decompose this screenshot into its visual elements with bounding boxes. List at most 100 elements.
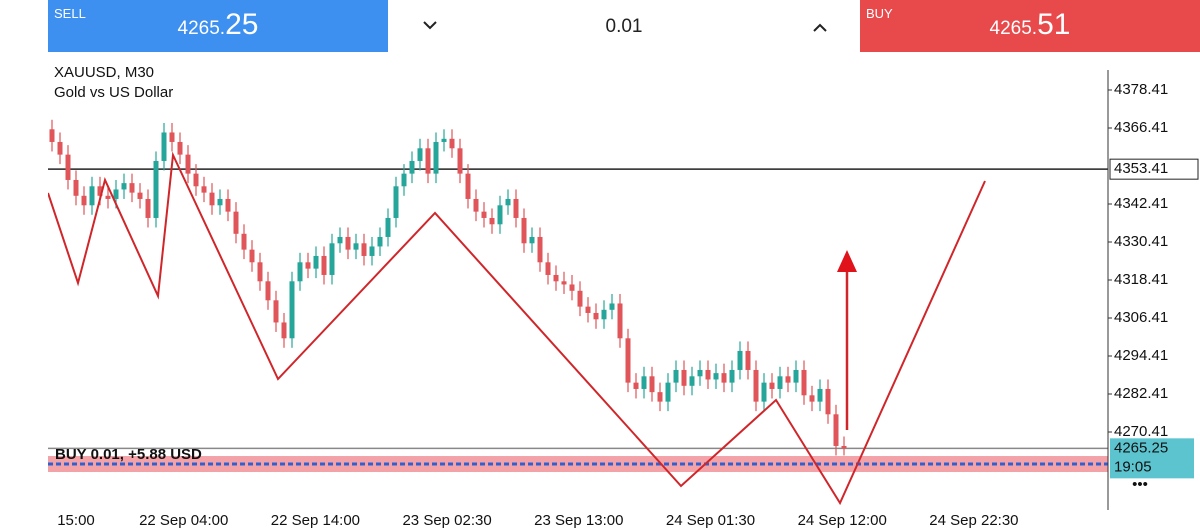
sell-price-main: 4265. [177,18,226,39]
candle-body [81,195,87,206]
candle-body [793,369,799,383]
candle-body [529,236,535,244]
candle-body [161,132,167,161]
decrease-volume[interactable] [423,21,437,30]
candle-body [65,154,71,180]
candle-body [105,195,111,199]
candle-body [417,148,423,161]
sell-label: SELL [54,6,86,21]
volume-value[interactable]: 0.01 [605,16,643,37]
candle-body [721,373,727,383]
candle-body [601,309,607,320]
candle-body [633,382,639,389]
candles [49,119,847,456]
increase-volume[interactable] [813,23,827,32]
candle-body [801,369,807,396]
candle-body [273,300,279,323]
candle-body [97,186,103,196]
candle-body [465,173,471,199]
candle-body [313,255,319,269]
candle-body [681,369,687,386]
chart-title: XAUUSD, M30 [54,64,154,81]
candle-body [353,243,359,250]
x-tick-label: 24 Sep 22:30 [929,512,1018,529]
candle-body [329,243,335,275]
candle-body [769,382,775,389]
candle-body [753,369,759,402]
candle-body [241,233,247,250]
candle-body [409,160,415,174]
plot-background [48,89,1112,473]
more-icon[interactable]: ••• [1132,476,1148,493]
sell-price-big: 25 [225,8,259,41]
candle-body [185,154,191,174]
candle-body [745,350,751,370]
y-tick-label: 4282.41 [1114,385,1168,402]
candle-body [561,281,567,285]
candle-body [737,350,743,370]
candle-body [577,290,583,307]
current-price-box [1110,438,1194,479]
candle-body [449,138,455,149]
candle-body [265,281,271,301]
candle-body [345,236,351,250]
buy-label: BUY [866,6,893,21]
candle-body [257,262,263,282]
candle-body [841,445,847,449]
candle-body [545,262,551,275]
candle-body [697,369,703,377]
candle-body [617,303,623,339]
candle-body [585,306,591,313]
candle-body [225,198,231,212]
candle-body [481,211,487,218]
candle-body [521,217,527,244]
buy-price-big: 51 [1037,8,1071,41]
candle-body [385,217,391,237]
candle-body [153,160,159,218]
candle-body [473,198,479,212]
chart-subtitle: Gold vs US Dollar [54,84,173,101]
candle-body [137,192,143,199]
y-tick-label: 4270.41 [1114,423,1168,440]
buy-button[interactable]: BUY 4265.51 [860,0,1200,52]
candle-body [641,376,647,389]
candle-body [57,141,63,155]
candle-body [145,198,151,218]
candle-body [369,246,375,256]
candle-body [689,376,695,386]
level-box [1109,158,1199,180]
x-tick-label: 15:00 [57,512,95,529]
candle-body [337,236,343,244]
candle-body [321,255,327,275]
y-tick-label: 4306.41 [1114,309,1168,326]
current-price-label: 4265.25 [1114,439,1168,456]
x-tick-label: 23 Sep 02:30 [402,512,491,529]
candle-body [401,173,407,187]
candle-body [489,217,495,225]
candle-body [281,322,287,339]
candle-body [809,395,815,402]
x-tick-label: 24 Sep 12:00 [798,512,887,529]
position-label: BUY 0.01, +5.88 USD [55,446,202,463]
candle-body [713,373,719,380]
candle-body [729,369,735,383]
candle-body [297,262,303,282]
candle-body [217,198,223,206]
buy-price-main: 4265. [989,18,1038,39]
y-tick-label: 4318.41 [1114,271,1168,288]
x-tick-label: 23 Sep 13:00 [534,512,623,529]
sell-button[interactable]: SELL 4265.25 [48,0,388,52]
candle-body [193,173,199,187]
candle-body [657,392,663,402]
candle-body [289,281,295,339]
arrow-head [837,250,857,272]
candle-body [121,183,127,190]
bar-timer: 19:05 [1114,458,1152,475]
zigzag-drawing [48,151,986,506]
volume-selector: 0.01 [388,0,860,52]
candle-body [537,236,543,263]
y-tick-label: 4366.41 [1114,119,1168,136]
candle-body [89,186,95,206]
